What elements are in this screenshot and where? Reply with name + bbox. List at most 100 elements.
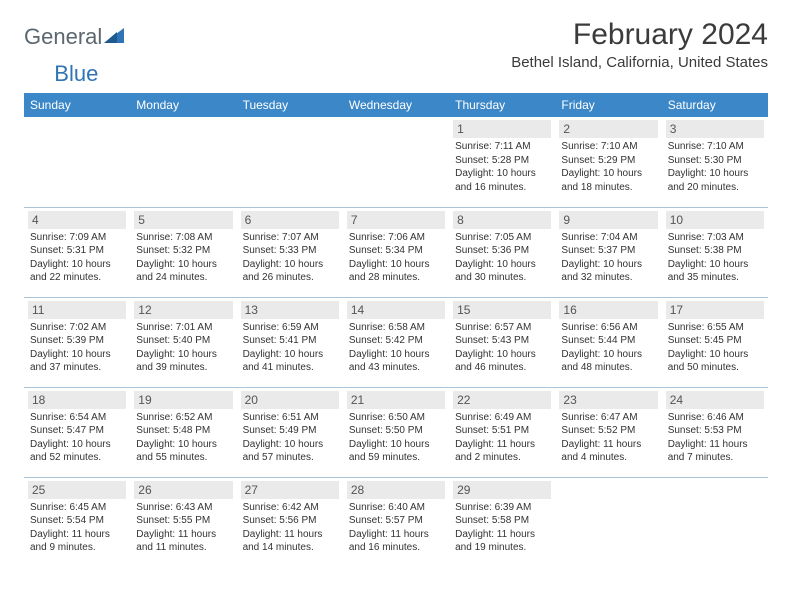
- sun-info: Sunrise: 7:03 AMSunset: 5:38 PMDaylight:…: [666, 231, 764, 285]
- day-number: 23: [559, 391, 657, 409]
- sun-info: Sunrise: 7:01 AMSunset: 5:40 PMDaylight:…: [134, 321, 232, 375]
- sun-info: Sunrise: 6:55 AMSunset: 5:45 PMDaylight:…: [666, 321, 764, 375]
- sun-info: Sunrise: 7:10 AMSunset: 5:30 PMDaylight:…: [666, 140, 764, 194]
- day-number: 21: [347, 391, 445, 409]
- calendar-row: 25 Sunrise: 6:45 AMSunset: 5:54 PMDayligh…: [24, 477, 768, 567]
- calendar-cell: 10 Sunrise: 7:03 AMSunset: 5:38 PMDayligh…: [662, 207, 768, 297]
- calendar-cell-empty: [237, 117, 343, 207]
- sun-info: Sunrise: 6:49 AMSunset: 5:51 PMDaylight:…: [453, 411, 551, 465]
- weekday-header: Thursday: [449, 93, 555, 117]
- day-number: 1: [453, 120, 551, 138]
- calendar-cell: 4 Sunrise: 7:09 AMSunset: 5:31 PMDaylight…: [24, 207, 130, 297]
- location-text: Bethel Island, California, United States: [511, 54, 768, 71]
- sun-info: Sunrise: 6:57 AMSunset: 5:43 PMDaylight:…: [453, 321, 551, 375]
- day-number: 12: [134, 301, 232, 319]
- calendar-cell: 16 Sunrise: 6:56 AMSunset: 5:44 PMDayligh…: [555, 297, 661, 387]
- sun-info: Sunrise: 6:51 AMSunset: 5:49 PMDaylight:…: [241, 411, 339, 465]
- logo-text-1: General: [24, 24, 102, 50]
- weekday-header: Wednesday: [343, 93, 449, 117]
- day-number: 25: [28, 481, 126, 499]
- calendar-row: 4 Sunrise: 7:09 AMSunset: 5:31 PMDaylight…: [24, 207, 768, 297]
- calendar-cell: 20 Sunrise: 6:51 AMSunset: 5:49 PMDayligh…: [237, 387, 343, 477]
- day-number: 26: [134, 481, 232, 499]
- calendar-cell-empty: [24, 117, 130, 207]
- calendar-cell: 25 Sunrise: 6:45 AMSunset: 5:54 PMDayligh…: [24, 477, 130, 567]
- calendar-body: 1 Sunrise: 7:11 AMSunset: 5:28 PMDaylight…: [24, 117, 768, 567]
- sun-info: Sunrise: 6:54 AMSunset: 5:47 PMDaylight:…: [28, 411, 126, 465]
- weekday-header: Sunday: [24, 93, 130, 117]
- calendar-cell: 18 Sunrise: 6:54 AMSunset: 5:47 PMDayligh…: [24, 387, 130, 477]
- day-number: 27: [241, 481, 339, 499]
- day-number: 19: [134, 391, 232, 409]
- day-number: 7: [347, 211, 445, 229]
- day-number: 28: [347, 481, 445, 499]
- sun-info: Sunrise: 6:46 AMSunset: 5:53 PMDaylight:…: [666, 411, 764, 465]
- day-number: 15: [453, 301, 551, 319]
- sun-info: Sunrise: 6:40 AMSunset: 5:57 PMDaylight:…: [347, 501, 445, 555]
- calendar-cell: 13Sunrise: 6:59 AMSunset: 5:41 PMDayligh…: [237, 297, 343, 387]
- day-number: 4: [28, 211, 126, 229]
- day-number: 29: [453, 481, 551, 499]
- sun-info: Sunrise: 7:04 AMSunset: 5:37 PMDaylight:…: [559, 231, 657, 285]
- sun-info: Sunrise: 7:02 AMSunset: 5:39 PMDaylight:…: [28, 321, 126, 375]
- calendar-cell: 9 Sunrise: 7:04 AMSunset: 5:37 PMDaylight…: [555, 207, 661, 297]
- triangle-icon: [104, 24, 126, 50]
- calendar-cell: 14 Sunrise: 6:58 AMSunset: 5:42 PMDayligh…: [343, 297, 449, 387]
- day-number: 20: [241, 391, 339, 409]
- calendar-cell: 28 Sunrise: 6:40 AMSunset: 5:57 PMDayligh…: [343, 477, 449, 567]
- sun-info: Sunrise: 6:45 AMSunset: 5:54 PMDaylight:…: [28, 501, 126, 555]
- day-number: 8: [453, 211, 551, 229]
- day-number: 13: [241, 301, 339, 319]
- month-title: February 2024: [511, 18, 768, 52]
- day-number: 16: [559, 301, 657, 319]
- sun-info: Sunrise: 7:05 AMSunset: 5:36 PMDaylight:…: [453, 231, 551, 285]
- calendar-cell: 12 Sunrise: 7:01 AMSunset: 5:40 PMDayligh…: [130, 297, 236, 387]
- sun-info: Sunrise: 7:09 AMSunset: 5:31 PMDaylight:…: [28, 231, 126, 285]
- calendar-cell-empty: [662, 477, 768, 567]
- calendar-cell: 1 Sunrise: 7:11 AMSunset: 5:28 PMDaylight…: [449, 117, 555, 207]
- day-number: 14: [347, 301, 445, 319]
- calendar-cell: 5 Sunrise: 7:08 AMSunset: 5:32 PMDaylight…: [130, 207, 236, 297]
- sun-info: Sunrise: 7:11 AMSunset: 5:28 PMDaylight:…: [453, 140, 551, 194]
- day-number: 24: [666, 391, 764, 409]
- sun-info: Sunrise: 7:08 AMSunset: 5:32 PMDaylight:…: [134, 231, 232, 285]
- day-number: 3: [666, 120, 764, 138]
- calendar-cell: 26Sunrise: 6:43 AMSunset: 5:55 PMDayligh…: [130, 477, 236, 567]
- calendar-cell: 21Sunrise: 6:50 AMSunset: 5:50 PMDayligh…: [343, 387, 449, 477]
- sun-info: Sunrise: 7:06 AMSunset: 5:34 PMDaylight:…: [347, 231, 445, 285]
- weekday-header: Friday: [555, 93, 661, 117]
- sun-info: Sunrise: 7:10 AMSunset: 5:29 PMDaylight:…: [559, 140, 657, 194]
- calendar-cell-empty: [343, 117, 449, 207]
- calendar-cell-empty: [555, 477, 661, 567]
- calendar-cell-empty: [130, 117, 236, 207]
- calendar-cell: 19 Sunrise: 6:52 AMSunset: 5:48 PMDayligh…: [130, 387, 236, 477]
- day-number: 9: [559, 211, 657, 229]
- calendar-cell: 2 Sunrise: 7:10 AMSunset: 5:29 PMDaylight…: [555, 117, 661, 207]
- day-number: 18: [28, 391, 126, 409]
- logo: General: [24, 18, 126, 50]
- sun-info: Sunrise: 6:56 AMSunset: 5:44 PMDaylight:…: [559, 321, 657, 375]
- calendar-cell: 23 Sunrise: 6:47 AMSunset: 5:52 PMDayligh…: [555, 387, 661, 477]
- day-number: 6: [241, 211, 339, 229]
- sun-info: Sunrise: 6:52 AMSunset: 5:48 PMDaylight:…: [134, 411, 232, 465]
- sun-info: Sunrise: 6:58 AMSunset: 5:42 PMDaylight:…: [347, 321, 445, 375]
- day-number: 11: [28, 301, 126, 319]
- calendar-cell: 6Sunrise: 7:07 AMSunset: 5:33 PMDaylight…: [237, 207, 343, 297]
- day-number: 10: [666, 211, 764, 229]
- calendar-cell: 17Sunrise: 6:55 AMSunset: 5:45 PMDayligh…: [662, 297, 768, 387]
- calendar-cell: 8 Sunrise: 7:05 AMSunset: 5:36 PMDaylight…: [449, 207, 555, 297]
- day-number: 2: [559, 120, 657, 138]
- weekday-header: Tuesday: [237, 93, 343, 117]
- calendar-cell: 3 Sunrise: 7:10 AMSunset: 5:30 PMDaylight…: [662, 117, 768, 207]
- calendar-cell: 22Sunrise: 6:49 AMSunset: 5:51 PMDayligh…: [449, 387, 555, 477]
- calendar-cell: 11 Sunrise: 7:02 AMSunset: 5:39 PMDayligh…: [24, 297, 130, 387]
- weekday-header: Monday: [130, 93, 236, 117]
- calendar-cell: 15 Sunrise: 6:57 AMSunset: 5:43 PMDayligh…: [449, 297, 555, 387]
- calendar-table: SundayMondayTuesdayWednesdayThursdayFrid…: [24, 93, 768, 567]
- calendar-cell: 7 Sunrise: 7:06 AMSunset: 5:34 PMDaylight…: [343, 207, 449, 297]
- title-block: February 2024 Bethel Island, California,…: [511, 18, 768, 71]
- day-number: 5: [134, 211, 232, 229]
- calendar-row: 1 Sunrise: 7:11 AMSunset: 5:28 PMDaylight…: [24, 117, 768, 207]
- sun-info: Sunrise: 6:39 AMSunset: 5:58 PMDaylight:…: [453, 501, 551, 555]
- sun-info: Sunrise: 6:47 AMSunset: 5:52 PMDaylight:…: [559, 411, 657, 465]
